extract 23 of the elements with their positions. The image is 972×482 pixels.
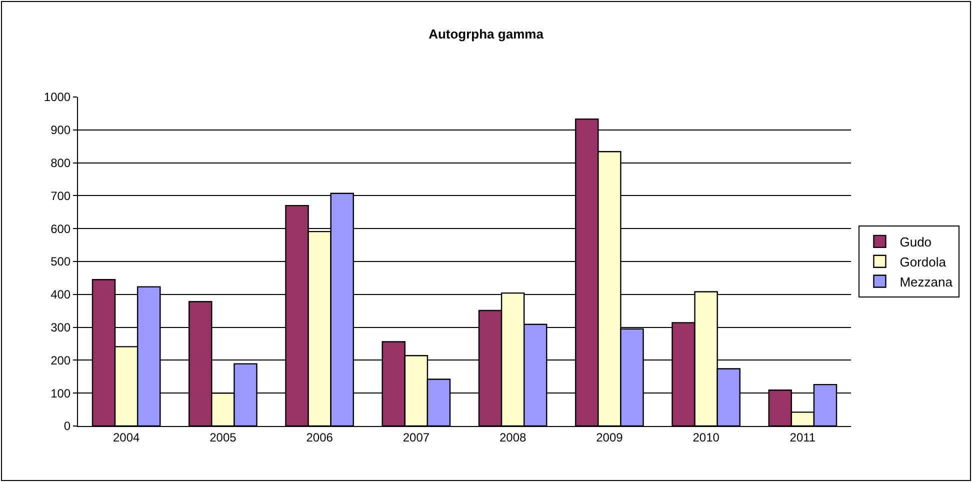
y-tick-label: 1000	[44, 90, 71, 104]
legend-label: Gordola	[900, 254, 947, 270]
y-tick-label: 0	[64, 419, 71, 434]
x-tick-label: 2011	[790, 430, 816, 444]
y-tick-label: 700	[50, 188, 71, 203]
x-tick-label: 2009	[596, 430, 624, 444]
y-tick-label: 400	[50, 288, 71, 302]
chart-title: Autogrpha gamma	[428, 26, 544, 42]
y-tick-label: 300	[50, 320, 71, 334]
x-tick-label: 2010	[692, 430, 720, 444]
x-tick-label: 2006	[306, 430, 334, 444]
y-tick-label: 500	[50, 254, 71, 269]
legend-label: Gudo	[900, 234, 932, 250]
x-tick-label: 2007	[402, 430, 430, 444]
x-tick-label: 2008	[499, 430, 526, 444]
legend-label: Mezzana	[900, 274, 954, 290]
y-tick-label: 200	[50, 353, 71, 368]
y-tick-label: 600	[50, 222, 71, 236]
y-tick-label: 100	[50, 386, 71, 400]
x-tick-label: 2004	[112, 430, 140, 444]
x-tick-label: 2005	[210, 430, 237, 444]
y-tick-label: 900	[50, 123, 71, 138]
y-tick-label: 800	[50, 156, 71, 170]
